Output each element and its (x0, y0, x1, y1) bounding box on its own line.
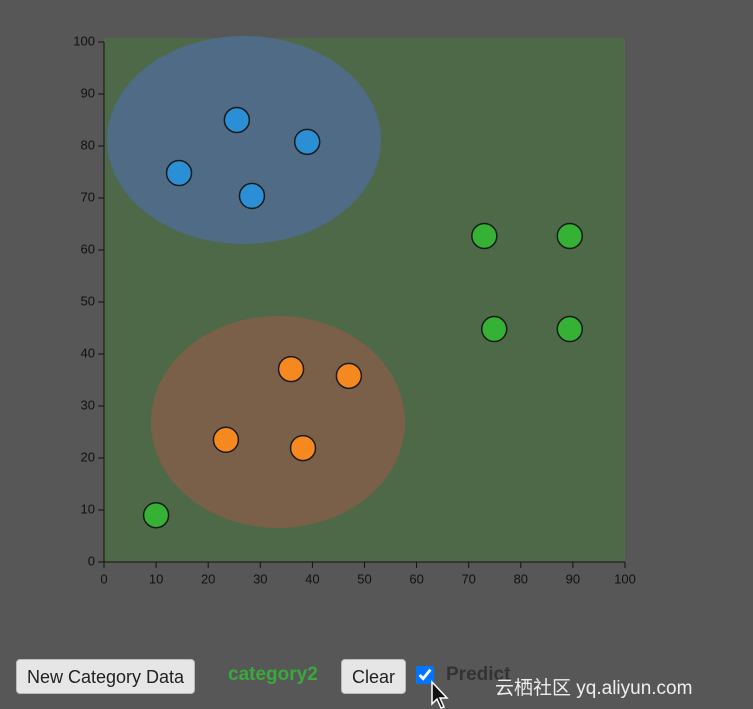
x-tick-label: 70 (461, 571, 475, 586)
point (556, 315, 584, 343)
x-tick-label: 10 (149, 571, 163, 586)
region-orange (151, 316, 405, 528)
point (335, 362, 363, 390)
point (165, 159, 193, 187)
chart: 0 10 20 30 40 50 60 70 80 90 100 0 10 20 30 40 50 60 70 80 9… (73, 33, 636, 586)
y-tick-label: 40 (81, 345, 95, 360)
point (277, 355, 305, 383)
predict-checkbox[interactable] (416, 666, 434, 684)
region-blue (107, 36, 381, 244)
point (223, 106, 251, 134)
x-tick-label: 80 (514, 571, 528, 586)
y-tick-label: 10 (81, 501, 95, 516)
x-tick-label: 20 (201, 571, 215, 586)
y-tick-label: 20 (81, 449, 95, 464)
y-tick-label: 100 (73, 33, 95, 48)
clear-button[interactable]: Clear (341, 659, 407, 694)
point (471, 222, 498, 250)
category-label: category2 (228, 664, 318, 685)
y-tick-label: 0 (88, 553, 95, 568)
y-tick-label: 50 (81, 293, 95, 308)
point (480, 315, 508, 343)
predict-label[interactable]: Predict (446, 664, 511, 685)
x-tick-label: 90 (566, 571, 580, 586)
point (289, 434, 317, 462)
y-tick-label: 30 (81, 397, 95, 412)
x-tick-label: 60 (409, 571, 423, 586)
y-tick-label: 70 (81, 189, 95, 204)
point (238, 182, 266, 210)
y-tick-label: 80 (81, 137, 95, 152)
point (293, 128, 321, 156)
new-category-button[interactable]: New Category Data (16, 659, 196, 694)
point (212, 426, 240, 454)
y-tick-label: 90 (81, 85, 95, 100)
point (142, 501, 170, 529)
x-tick-label: 40 (305, 571, 319, 586)
x-tick-label: 0 (100, 571, 107, 586)
y-tick-label: 60 (81, 241, 95, 256)
x-tick-label: 100 (614, 571, 636, 586)
watermark: 云栖社区 yq.aliyun.com (495, 678, 693, 699)
x-tick-label: 50 (357, 571, 371, 586)
cursor (431, 680, 449, 709)
point (556, 222, 584, 250)
x-tick-label: 30 (253, 571, 267, 586)
